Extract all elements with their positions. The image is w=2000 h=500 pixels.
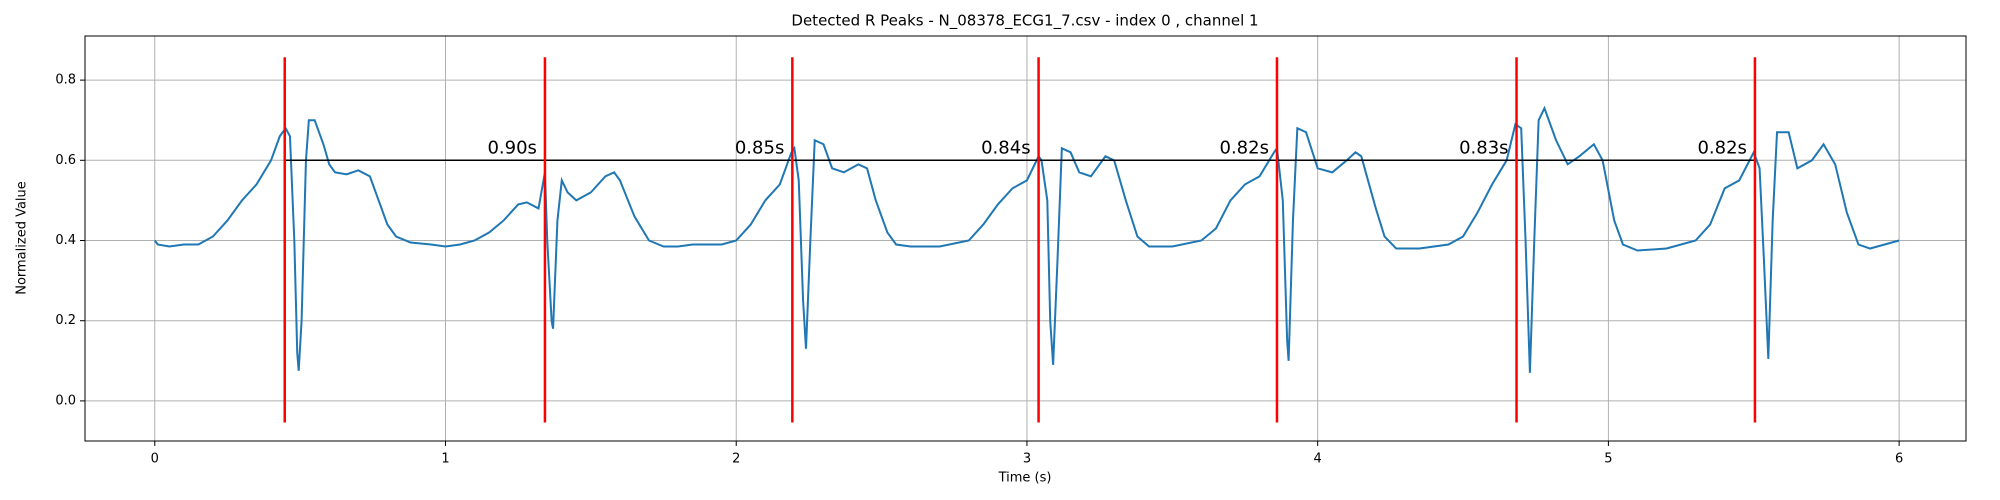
interval-label: 0.85s (735, 137, 784, 158)
x-tick-label: 3 (1023, 452, 1031, 467)
y-tick-label: 0.4 (55, 233, 76, 248)
interval-label: 0.84s (981, 137, 1030, 158)
interval-label: 0.83s (1459, 137, 1508, 158)
x-axis-label: Time (s) (998, 471, 1052, 486)
x-tick-label: 5 (1604, 452, 1612, 467)
x-tick-label: 4 (1314, 452, 1322, 467)
interval-label: 0.90s (487, 137, 536, 158)
axes-frame (84, 35, 1967, 442)
y-tick-label: 0.0 (55, 393, 76, 408)
chart-title: Detected R Peaks - N_08378_ECG1_7.csv - … (791, 12, 1258, 31)
y-tick-label: 0.2 (55, 313, 76, 328)
y-axis-label: Normalized Value (15, 181, 30, 295)
x-tick-label: 0 (151, 452, 159, 467)
x-tick-label: 6 (1895, 452, 1903, 467)
ecg-line (153, 105, 1900, 373)
x-tick-label: 1 (441, 452, 449, 467)
x-tick-label: 2 (732, 452, 740, 467)
y-tick-label: 0.6 (55, 153, 76, 168)
interval-label: 0.82s (1220, 137, 1269, 158)
interval-label: 0.82s (1697, 137, 1746, 158)
y-tick-label: 0.8 (55, 73, 76, 88)
